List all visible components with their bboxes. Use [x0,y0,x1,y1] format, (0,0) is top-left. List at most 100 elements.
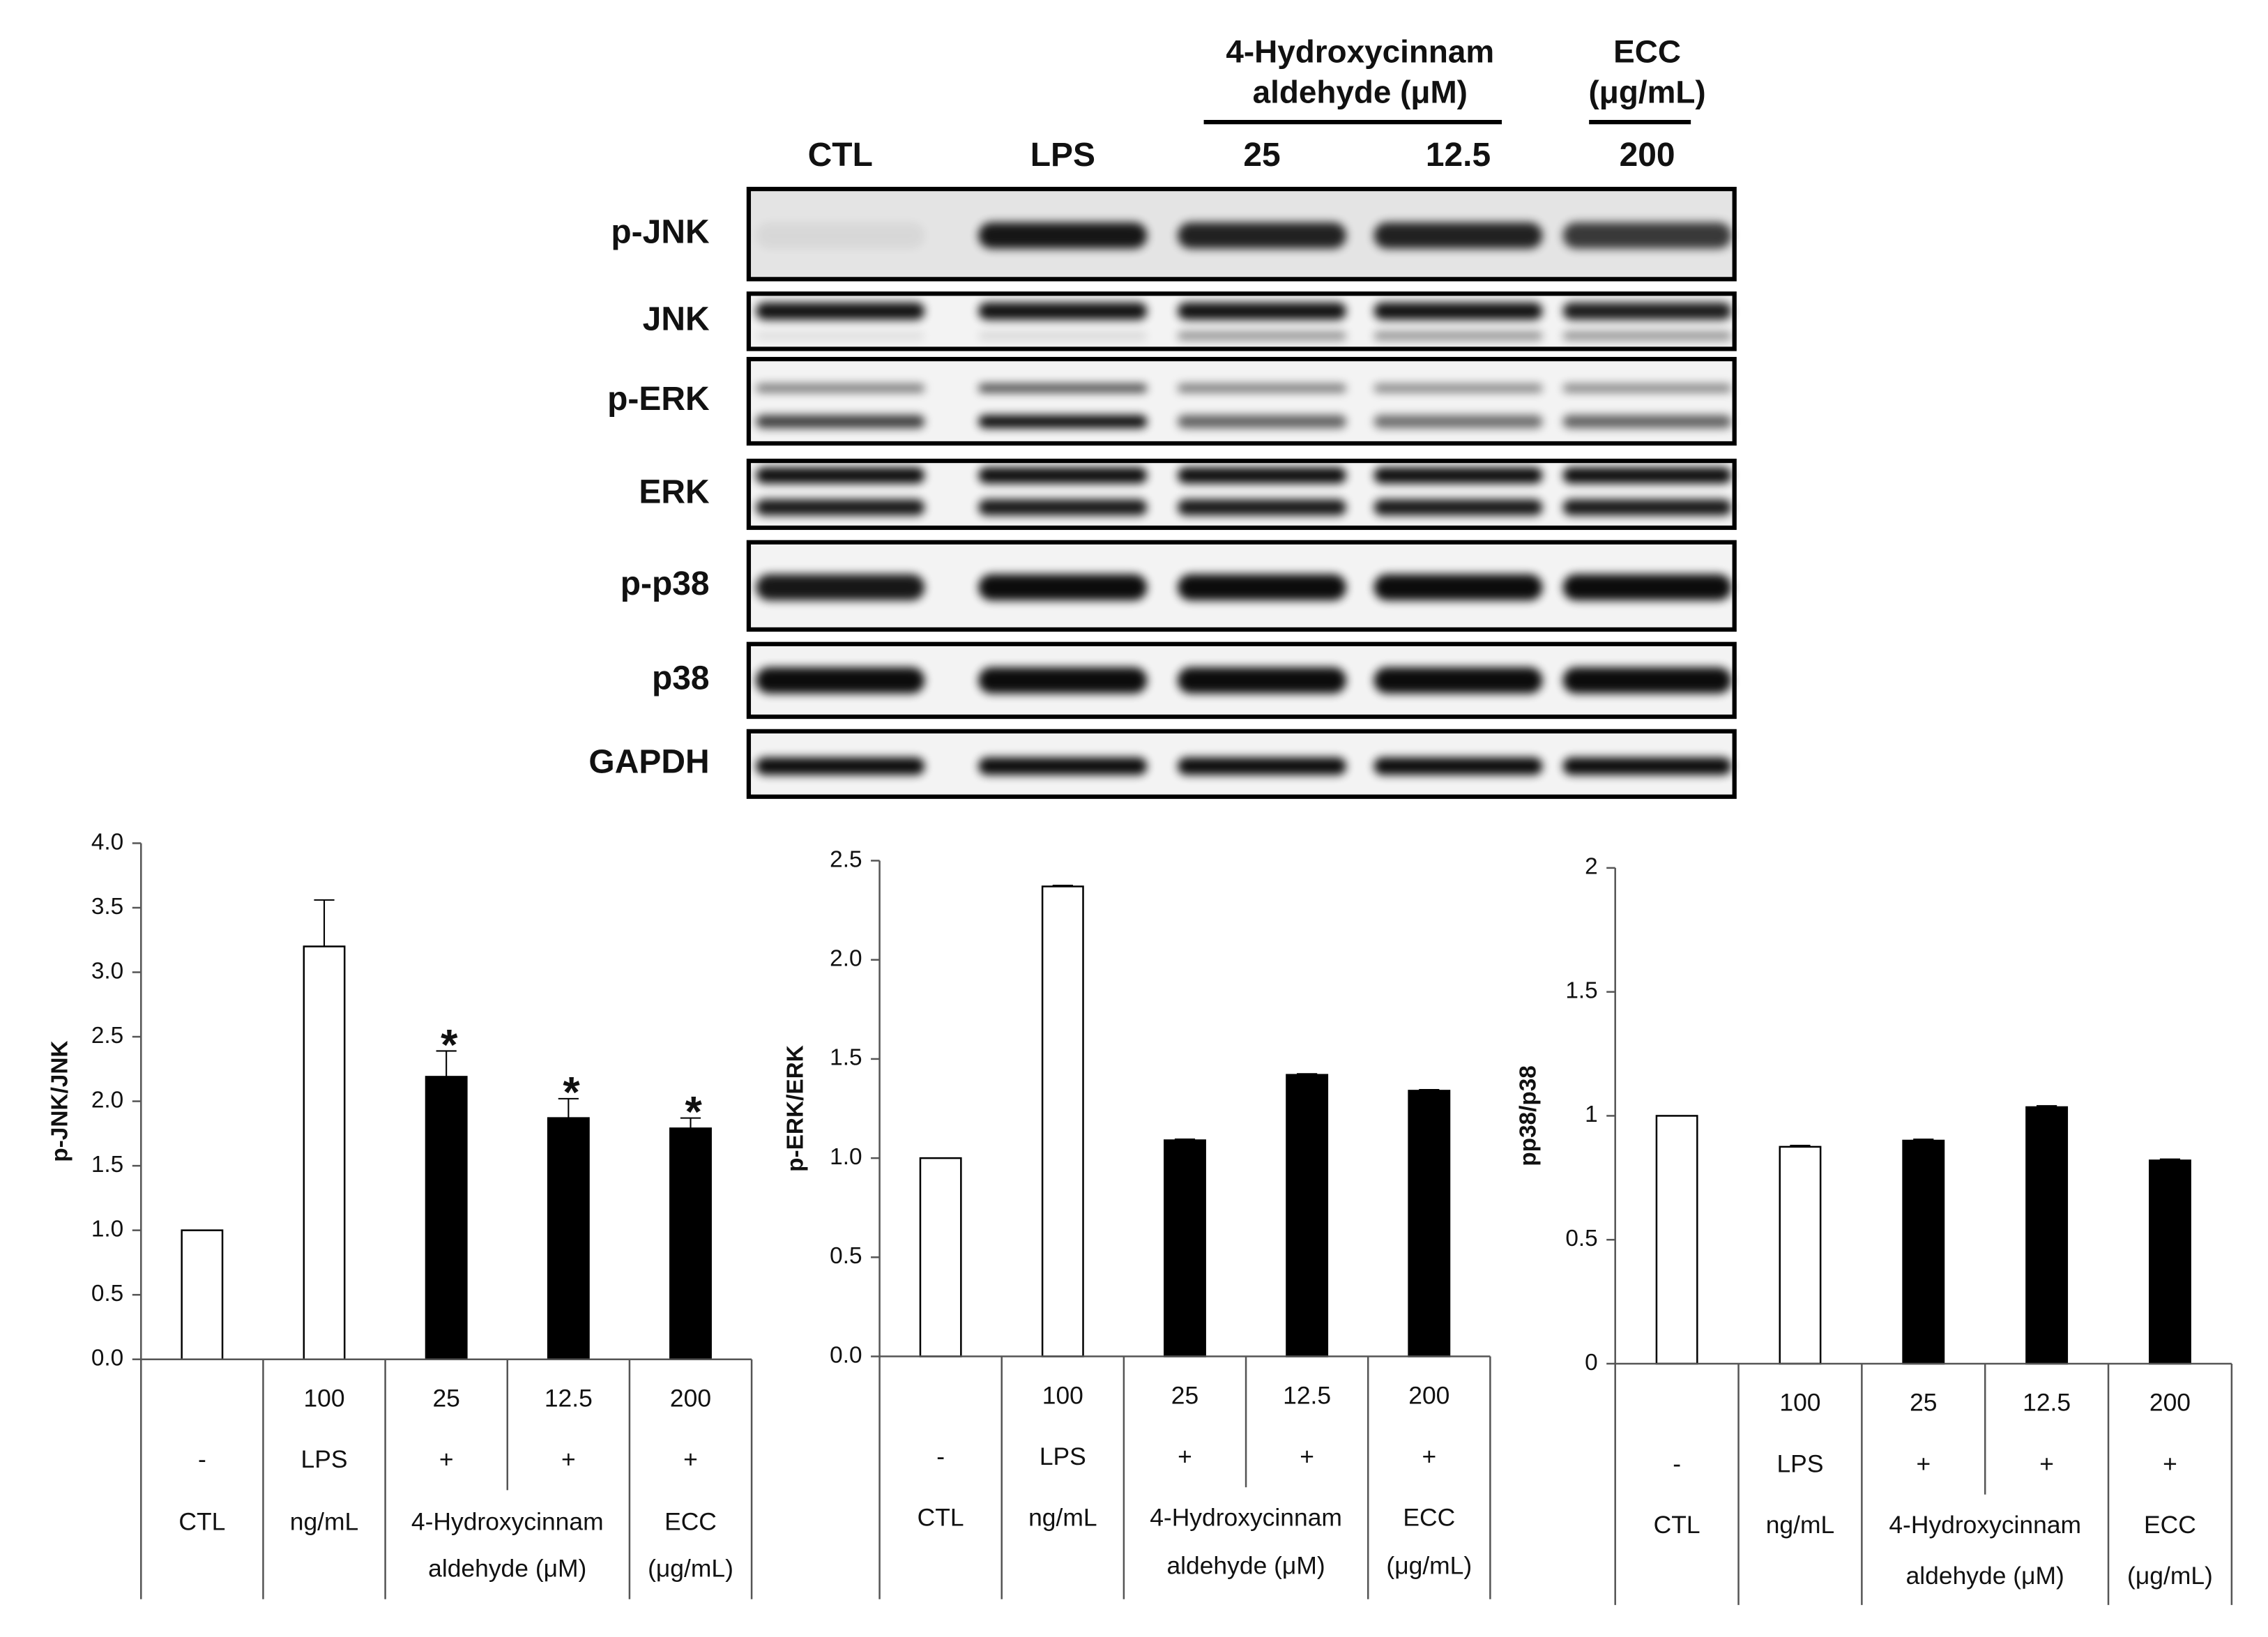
group-label: CTL [918,1503,964,1531]
row-label: p-ERK [607,381,710,418]
bar [919,1157,962,1357]
group-label: ECC [1403,1503,1455,1531]
treatment-label: LPS [1040,1442,1086,1470]
blot-band [1178,331,1346,340]
treatment-label: + [1178,1442,1192,1470]
y-tick-label: 0.0 [830,1342,862,1368]
row-label: p38 [652,660,710,697]
treatment-label: + [2039,1449,2054,1477]
error-bar [2159,1158,2181,1161]
y-tick-label: 0.5 [1565,1226,1597,1251]
y-tick-label: 3.0 [91,958,123,984]
blot-band [1178,574,1346,601]
row-label: JNK [643,301,710,338]
dose-label: 25 [1910,1389,1937,1417]
treatment-label: LPS [301,1445,348,1473]
blot-band [978,467,1148,484]
bar [1041,885,1084,1357]
group-label: CTL [178,1508,225,1536]
group-label: CTL [1654,1511,1700,1539]
blot-band [1373,574,1543,601]
bar [1779,1145,1822,1365]
dose-label: 200 [670,1384,711,1412]
treatment-label: + [1300,1442,1314,1470]
group-label: ECC [1613,33,1681,69]
blot-band [1373,667,1543,694]
y-tick-label: 0.5 [91,1281,123,1307]
dose-label: 25 [432,1384,459,1412]
lane-label: LPS [1030,137,1095,174]
blot-band [756,383,925,393]
bar [303,945,346,1360]
y-tick-label: 1.0 [91,1216,123,1242]
blot-band [1178,222,1346,249]
blot-band [756,574,925,601]
blot-band [978,757,1148,775]
bar [669,1127,712,1360]
error-bar [1913,1139,1934,1141]
group-label: aldehyde (μM) [1906,1562,2064,1590]
group-label: ng/mL [1028,1503,1097,1531]
error-bar [2037,1105,2057,1107]
group-label: (μg/mL) [1386,1551,1472,1579]
y-tick-label: 1.5 [830,1045,862,1071]
error-bar [436,1050,457,1077]
bar [2149,1159,2191,1365]
dose-label: 100 [1042,1381,1083,1409]
group-label: (μg/mL) [648,1554,733,1582]
row-label: ERK [639,474,710,511]
error-bar [1052,884,1073,887]
bar [1655,1115,1698,1365]
blot-band [1373,383,1543,393]
row-label: p-p38 [621,565,710,602]
blot-band [978,415,1148,429]
group-label: (μg/mL) [1589,74,1706,110]
blot-band [756,331,925,340]
y-tick-label: 0.5 [830,1243,862,1269]
group-label: ng/mL [290,1508,359,1536]
blot-band [1373,467,1543,484]
blot-band [1178,499,1346,516]
blot-band [978,499,1148,516]
blot-band [978,574,1148,601]
treatment-label: - [1673,1449,1681,1477]
blot-band [1178,757,1346,775]
row-label: GAPDH [588,743,709,780]
group-label: 4-Hydroxycinnam [1226,33,1494,69]
blot-band [1178,383,1346,393]
blot-band [756,667,925,694]
y-tick-label: 2.0 [91,1087,123,1113]
y-axis-title: p-JNK/JNK [47,1040,73,1162]
dose-label: 200 [1408,1381,1449,1409]
significance: * [441,1021,458,1069]
dose-label: 200 [2149,1389,2191,1417]
blot-band [756,302,925,320]
bar [547,1117,590,1360]
error-bar [1790,1145,1811,1147]
blot-band [756,415,925,429]
blot-band [1178,302,1346,320]
blot-band [1373,757,1543,775]
group-label: aldehyde (μM) [428,1554,586,1582]
group-label: ECC [664,1508,717,1536]
blot-band [756,499,925,516]
bar [1902,1139,1945,1365]
error-bar [680,1117,701,1129]
bar [181,1229,224,1360]
treatment-label: - [936,1442,945,1470]
blot-band [1373,415,1543,429]
dose-label: 100 [303,1384,344,1412]
dose-label: 12.5 [545,1384,593,1412]
bar [1408,1090,1451,1357]
treatment-label: + [439,1445,454,1473]
blot-band [1562,331,1732,340]
error-bar [1174,1139,1196,1141]
group-label: ng/mL [1766,1511,1835,1539]
treatment-label: + [1422,1442,1436,1470]
group-label: 4-Hydroxycinnam [411,1508,604,1536]
blot-band [1178,667,1346,694]
dose-label: 25 [1171,1381,1198,1409]
significance: * [563,1068,580,1117]
blot-band [756,222,925,249]
